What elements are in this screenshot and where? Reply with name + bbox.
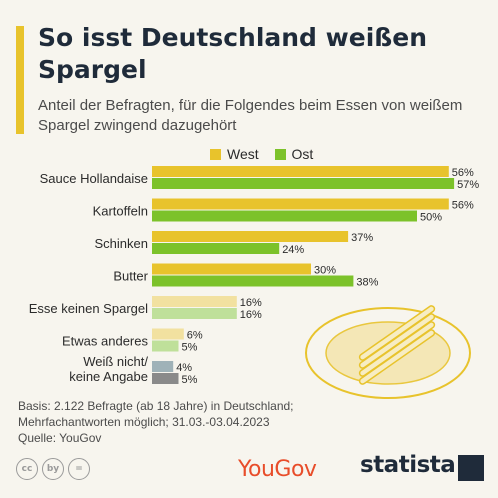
data-label-west-esse-keinen-spargel: 16% [240,297,262,309]
title-accent-bar [16,26,24,134]
data-label-west-kartoffeln: 56% [452,200,474,212]
category-label-etwas-anderes: Etwas anderes [62,334,148,349]
data-label-west-etwas-anderes: 6% [187,330,203,342]
category-label-butter: Butter [113,269,148,284]
statista-logo[interactable]: statista [360,452,456,478]
license-icons: cc by = [16,458,90,480]
data-label-west-weiß-nicht-keine-angabe: 4% [176,362,192,374]
category-label-esse-keinen-spargel: Esse keinen Spargel [29,301,148,316]
bar-west-esse-keinen-spargel [152,296,237,307]
data-label-ost-schinken: 24% [282,244,304,256]
legend-item-west: West [210,146,259,162]
legend-item-ost: Ost [274,146,314,162]
legend-label-west: West [227,146,259,162]
chart-title: So isst Deutschland weißen Spargel [38,23,428,84]
legend-swatch-ost [274,148,286,160]
data-label-ost-butter: 38% [356,277,378,289]
bar-west-butter [152,263,311,275]
data-label-ost-etwas-anderes: 5% [182,342,198,354]
bar-ost-etwas-anderes [152,340,179,352]
no-derivatives-icon[interactable]: = [68,458,90,480]
data-label-ost-sauce-hollandaise: 57% [457,179,479,191]
data-label-west-butter: 30% [314,265,336,277]
bar-west-schinken [152,231,349,242]
footnote: Basis: 2.122 Befragte (ab 18 Jahre) in D… [18,399,294,429]
legend-label-ost: Ost [291,146,314,162]
bar-ost-sauce-hollandaise [152,178,455,189]
chart-subtitle: Anteil der Befragten, für die Folgendes … [38,97,463,134]
bar-west-kartoffeln [152,198,449,210]
legend-swatch-west [210,148,221,160]
bar-ost-kartoffeln [152,210,417,222]
category-label-weiß-nicht-keine-angabe: Weiß nicht/keine Angabe [69,354,148,384]
bar-west-weiß-nicht-keine-angabe [152,361,174,372]
source-note: Quelle: YouGov [18,431,102,445]
data-label-west-sauce-hollandaise: 56% [452,167,474,179]
category-label-kartoffeln: Kartoffeln [93,204,148,219]
bar-west-sauce-hollandaise [152,166,449,177]
legend: West Ost [210,146,325,163]
bar-ost-esse-keinen-spargel [152,308,237,319]
bar-ost-schinken [152,243,280,254]
bar-ost-weiß-nicht-keine-angabe [152,373,179,384]
bar-west-etwas-anderes [152,328,184,340]
attribution-icon[interactable]: by [42,458,64,480]
bar-ost-butter [152,275,354,287]
category-label-sauce-hollandaise: Sauce Hollandaise [40,171,148,186]
data-label-ost-weiß-nicht-keine-angabe: 5% [182,374,198,386]
cc-icon[interactable]: cc [16,458,38,480]
category-label-schinken: Schinken [95,236,148,251]
statista-logo-mark [458,455,484,481]
yougov-logo[interactable]: YouGov [238,457,317,482]
data-label-ost-esse-keinen-spargel: 16% [240,309,262,321]
asparagus-plate-illustration [305,305,471,399]
data-label-west-schinken: 37% [351,232,373,244]
data-label-ost-kartoffeln: 50% [420,212,442,224]
